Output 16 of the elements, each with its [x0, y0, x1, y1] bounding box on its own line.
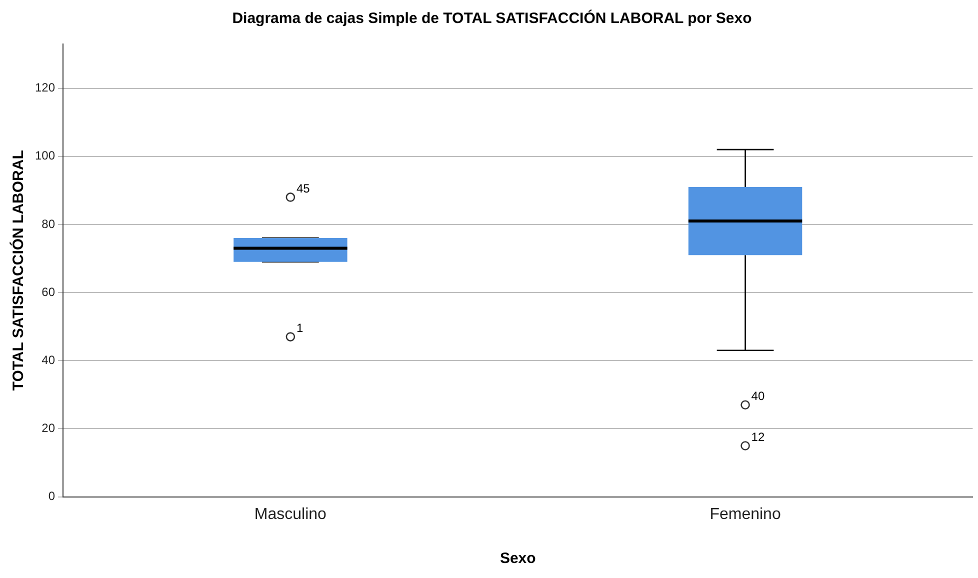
- annotation: 12: [751, 430, 765, 444]
- y-tick-label: 80: [42, 216, 56, 231]
- y-tick-label: 0: [48, 489, 56, 504]
- x-tick-label: Masculino: [254, 506, 327, 523]
- y-tick-label: 120: [34, 80, 56, 95]
- annotation: 1: [296, 321, 304, 336]
- y-tick-label: 60: [42, 284, 56, 299]
- annotation: 45: [296, 182, 310, 196]
- y-tick-label: 20: [42, 421, 56, 436]
- y-axis-title: TOTAL SATISFACCIÓN LABORAL: [9, 150, 28, 391]
- y-tick-label: 100: [34, 148, 56, 163]
- annotation: 40: [751, 389, 765, 404]
- chart-title: Diagrama de cajas Simple de TOTAL SATISFACCIÓN LABORAL por Sexo: [232, 9, 752, 28]
- y-tick-label: 40: [42, 352, 56, 367]
- x-axis-title: Sexo: [500, 550, 536, 568]
- x-tick-label: Femenino: [710, 506, 781, 523]
